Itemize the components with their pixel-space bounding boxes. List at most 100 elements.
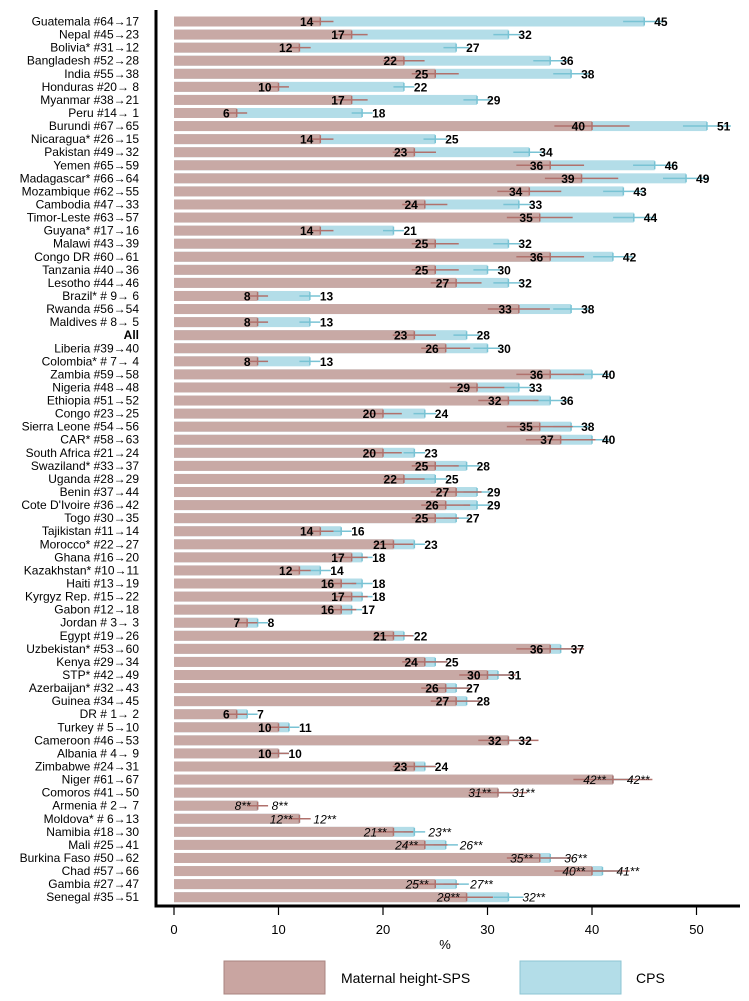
sps-bar [174,186,530,197]
row-4: India #55→38 25 38 [64,67,595,82]
row-label: Congo #23→25 [55,407,139,421]
sps-bar [174,879,436,890]
row-label: Kyrgyz Rep. #15→22 [25,590,139,604]
row-label: Chad #57→66 [62,864,140,878]
sps-bar [174,552,352,563]
sps-bar [174,173,582,184]
sps-value-label: 21** [363,825,387,839]
sps-bar [174,94,352,105]
row-9: Nicaragua* #26→15 14 25 [31,132,459,147]
row-label: DR # 1→ 2 [80,707,140,721]
row-label: Mozambique #62→55 [22,184,140,198]
sps-bar [174,107,237,118]
cps-value-label: 18 [372,106,386,120]
sps-value-label: 30 [467,669,481,683]
row-label: Cote D'Ivoire #36→42 [21,498,139,512]
legend-swatch-sps [223,960,326,995]
row-22: Rwanda #56→54 33 38 [46,302,595,317]
sps-bar [174,761,415,772]
legend-label-cps: CPS [636,970,665,986]
row-label: Lesotho #44→46 [48,276,140,290]
row-39: Tajikistan #11→14 14 16 [42,524,365,539]
cps-value-label: 40 [602,433,616,447]
sps-bar [174,892,467,903]
sps-bar [174,500,446,511]
row-25: Liberia #39→40 26 30 [54,341,511,356]
cps-value-label: 18 [372,590,386,604]
row-label: Honduras #20→ 8 [42,80,140,94]
sps-bar [174,55,404,66]
cps-value-label: 37 [571,642,585,656]
row-label: Uganda #28→29 [48,472,139,486]
sps-value-label: 25 [415,512,429,526]
x-axis-title: % [439,937,451,952]
sps-value-label: 35 [519,211,533,225]
cps-value-label: 33 [529,381,543,395]
cps-value-label: 24 [435,407,449,421]
row-label: Gambia #27→47 [48,877,139,891]
row-31: Sierra Leone #54→56 35 38 [22,420,595,435]
cps-value-label: 40 [602,368,616,382]
sps-bar [174,277,457,288]
sps-bar [174,630,394,641]
sps-bar [174,395,509,406]
row-65: Chad #57→66 40** 41** [62,864,640,879]
row-label: Brazil* # 9→ 6 [62,289,139,303]
row-28: Nigeria #48→48 29 33 [52,380,542,395]
sps-value-label: 37 [540,433,554,447]
row-54: Turkey # 5→10 10 11 [57,720,312,735]
sps-value-label: 32 [488,734,502,748]
row-label: Cameroon #46→53 [34,733,139,747]
cps-value-label: 28 [477,695,491,709]
cps-value-label: 36 [560,54,574,68]
sps-bar [174,408,383,419]
row-label: Mali #25→41 [68,838,139,852]
cps-bar [174,16,645,27]
row-2: Bolivia* #31→12 12 27 [50,41,480,56]
sps-bar [174,212,540,223]
row-47: Egypt #19→26 21 22 [60,629,428,644]
row-label: Peru #14→ 1 [68,106,139,120]
sps-bar [174,591,352,602]
row-35: Uganda #28→29 22 25 [48,472,459,487]
row-17: Malawi #43→39 25 32 [53,237,532,252]
sps-value-label: 8** [235,799,251,813]
row-16: Guyana* #17→16 14 21 [44,224,418,239]
sps-value-label: 7 [233,616,240,630]
cps-value-label: 43 [633,185,647,199]
row-34: Swaziland* #33→37 25 28 [31,459,490,474]
cps-value-label: 42 [623,250,637,264]
sps-value-label: 26 [425,682,439,696]
row-30: Congo #23→25 20 24 [55,407,449,422]
row-label: Guatemala #64→17 [32,15,140,29]
x-tick-label: 30 [480,922,494,937]
sps-value-label: 39 [561,172,575,186]
cps-value-label: 24 [435,760,449,774]
cps-value-label: 23** [427,825,451,839]
row-55: Cameroon #46→53 32 32 [34,733,539,748]
cps-value-label: 36** [564,851,587,865]
cps-value-label: 29 [487,486,501,500]
sps-bar [174,800,258,811]
cps-value-label: 25 [445,133,459,147]
row-23: Maldives # 8→ 5 8 13 [50,315,334,330]
cps-value-label: 22 [414,80,428,94]
cps-value-label: 16 [351,525,365,539]
cps-value-label: 44 [644,211,658,225]
row-label: Congo DR #60→61 [34,250,139,264]
row-60: Armenia # 2→ 7 8** 8** [52,799,288,814]
x-tick-label: 0 [170,922,177,937]
row-label: Gabon #12→18 [54,603,139,617]
sps-value-label: 26 [425,342,439,356]
row-label: Ethiopia #51→52 [47,394,139,408]
x-tick-label: 20 [376,922,390,937]
row-label: Colombia* # 7→ 4 [42,354,140,368]
row-67: Senegal #35→51 28** 32** [46,890,545,905]
cps-value-label: 29 [487,499,501,513]
cps-value-label: 18 [372,577,386,591]
sps-bar [174,722,279,733]
row-44: Kyrgyz Rep. #15→22 17 18 [25,590,386,605]
sps-value-label: 21 [373,538,387,552]
x-tick-label: 10 [271,922,285,937]
sps-value-label: 12 [279,41,293,55]
